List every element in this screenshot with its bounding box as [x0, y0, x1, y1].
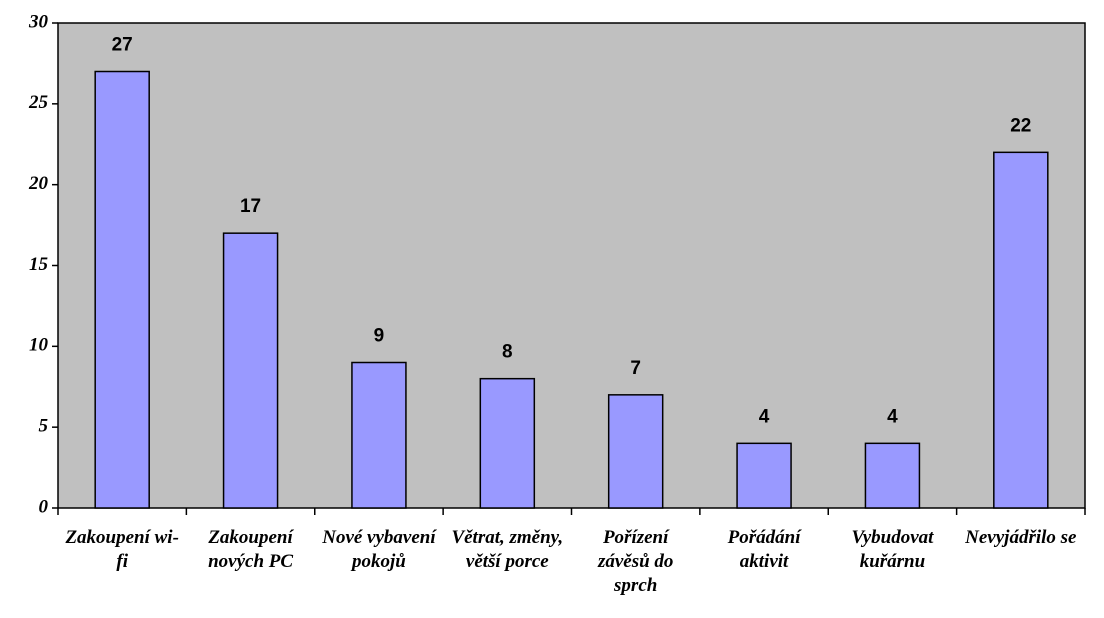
bar — [993, 151, 1049, 509]
x-tick-label-box: Pořádání aktivit — [727, 527, 801, 572]
x-tick-label-box: Nevyjádřilo se — [965, 527, 1077, 548]
value-label: 27 — [112, 35, 133, 56]
x-tick-label-box: Větrat, změny, větší porce — [451, 527, 564, 572]
bar — [351, 361, 407, 509]
x-tick-label-box: Zakoupení wi-fi — [65, 527, 179, 572]
bar — [94, 70, 150, 509]
value-label: 22 — [1010, 115, 1031, 136]
y-tick-label: 25 — [28, 92, 49, 113]
x-tick-label: Nevyjádřilo se — [965, 527, 1077, 548]
x-tick-label: Pořízení závěsů do sprch — [597, 527, 674, 596]
x-tick-label: Pořádání aktivit — [727, 527, 801, 572]
x-tick-label: Nové vybavení pokojů — [322, 527, 436, 572]
x-tick-label-box: Zakoupení nových PC — [208, 527, 294, 572]
value-label: 4 — [759, 406, 770, 427]
x-tick-label-box: Pořízení závěsů do sprch — [597, 527, 674, 596]
bar — [479, 377, 536, 509]
bar — [864, 442, 921, 509]
value-label: 4 — [887, 406, 898, 427]
x-tick-label: Vybudovat kuřárnu — [851, 527, 934, 572]
value-label: 17 — [240, 196, 261, 217]
x-tick-label: Větrat, změny, větší porce — [451, 527, 564, 572]
y-tick-label: 10 — [29, 335, 49, 356]
y-tick-label: 20 — [28, 173, 49, 194]
bar — [736, 442, 792, 509]
y-tick-label: 15 — [29, 254, 49, 275]
x-tick-label-box: Nové vybavení pokojů — [322, 527, 436, 572]
bar — [607, 394, 664, 509]
value-label: 7 — [630, 358, 641, 379]
x-tick-label: Zakoupení nových PC — [208, 527, 294, 572]
value-label: 9 — [374, 326, 385, 347]
y-tick-label: 0 — [39, 496, 49, 517]
plot-area — [57, 22, 1086, 509]
y-tick-label: 30 — [28, 11, 49, 32]
y-tick-label: 5 — [39, 416, 49, 437]
x-tick-label: Zakoupení wi-fi — [65, 527, 179, 572]
x-tick-label-box: Vybudovat kuřárnu — [851, 527, 934, 572]
value-label: 8 — [502, 342, 513, 363]
bar — [222, 232, 279, 509]
